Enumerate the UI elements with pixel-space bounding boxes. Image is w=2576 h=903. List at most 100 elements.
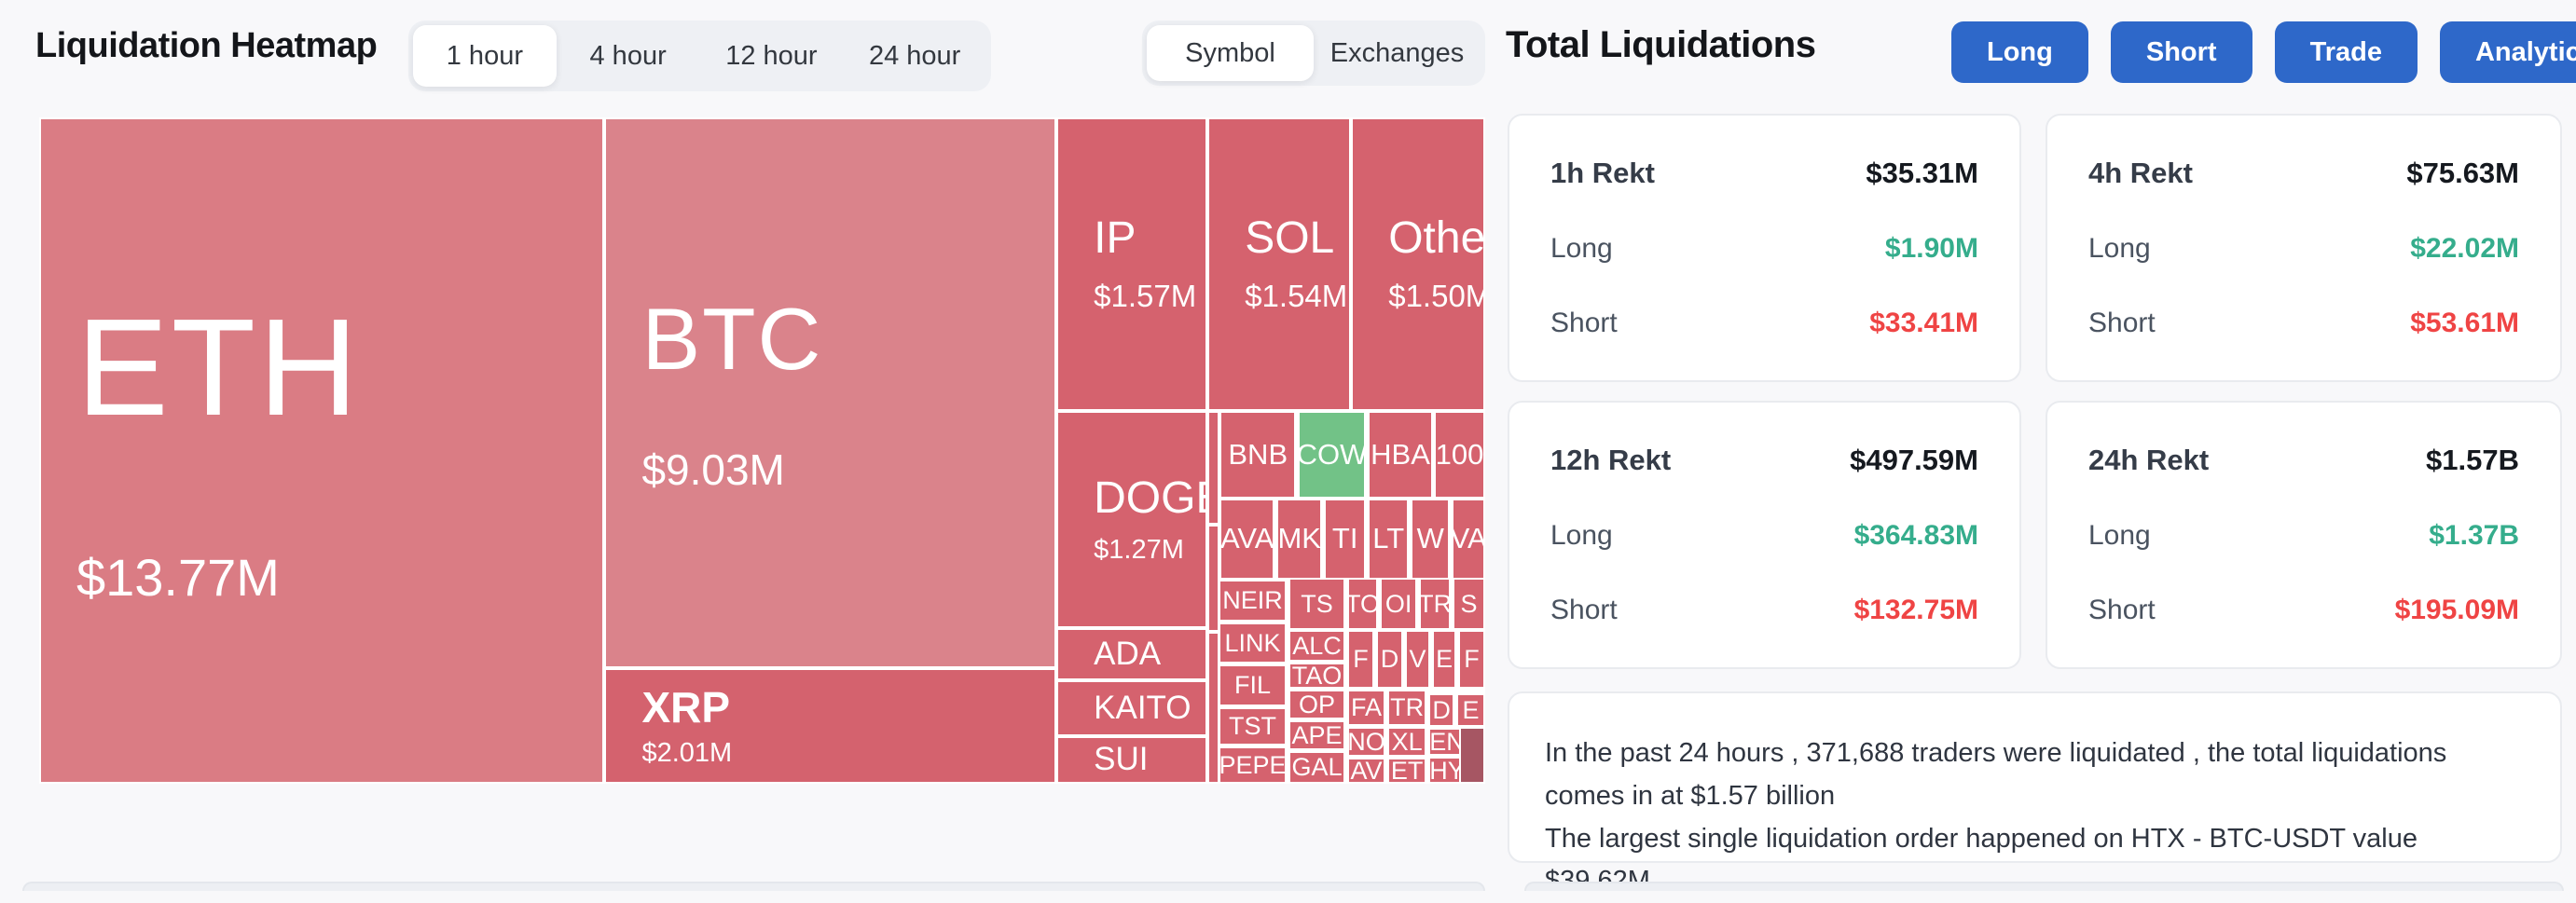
short-value: $33.41M: [1869, 308, 1978, 338]
cell-symbol: TST: [1229, 712, 1276, 741]
treemap-cell-sui[interactable]: SUI: [1056, 736, 1208, 784]
treemap-cell-kaito[interactable]: KAITO: [1056, 680, 1208, 737]
cell-symbol: LINK: [1224, 628, 1281, 657]
treemap-cell-f[interactable]: F: [1347, 629, 1375, 689]
treemap-cell-ts[interactable]: TS: [1288, 577, 1346, 630]
short-label: Short: [2088, 308, 2156, 338]
treemap-cell-ada[interactable]: ADA: [1056, 628, 1208, 681]
time-tab-4-hour[interactable]: 4 hour: [557, 25, 700, 87]
cell-symbol: NEIR: [1222, 586, 1283, 615]
cell-symbol: BTC: [641, 289, 823, 388]
short-label: Short: [2088, 595, 2156, 625]
treemap-cell-no[interactable]: NO: [1347, 727, 1385, 758]
treemap-cell-oi[interactable]: OI: [1380, 577, 1418, 630]
view-tab-symbol[interactable]: Symbol: [1147, 25, 1314, 81]
treemap-cell-e[interactable]: E: [1432, 629, 1457, 689]
treemap-cell-tr[interactable]: TR: [1387, 689, 1427, 726]
cell-symbol: W: [1416, 522, 1444, 555]
cell-symbol: ETH: [76, 291, 361, 445]
total-value: $35.31M: [1866, 157, 1978, 189]
treemap-cell-mk[interactable]: MK: [1276, 499, 1323, 580]
treemap-cell-alc[interactable]: ALC: [1288, 629, 1346, 662]
treemap-cell-unlabeled[interactable]: [1207, 524, 1220, 633]
treemap-cell-fa[interactable]: FA: [1347, 689, 1385, 726]
stats-card-12h-rekt: 12h Rekt $497.59M Long $364.83M Short $132.75…: [1508, 401, 2021, 669]
card-row: Short $132.75M: [1550, 595, 1978, 626]
treemap-cell-sol[interactable]: SOL $1.54M: [1207, 117, 1352, 412]
treemap-cell-lt[interactable]: LT: [1368, 499, 1410, 580]
cell-symbol: OP: [1299, 690, 1336, 718]
treemap-cell-bnb[interactable]: BNB: [1219, 411, 1297, 499]
treemap-cell-doge[interactable]: DOGE $1.27M: [1056, 411, 1208, 629]
short-value: $195.09M: [2394, 595, 2519, 625]
treemap-cell-s[interactable]: S: [1453, 577, 1485, 630]
short-value: $53.61M: [2410, 308, 2519, 338]
view-tab-exchanges[interactable]: Exchanges: [1314, 25, 1481, 81]
cell-symbol: F: [1464, 645, 1480, 674]
total-value: $1.57B: [2426, 444, 2519, 476]
short-button[interactable]: Short: [2110, 21, 2252, 83]
treemap-cell-f[interactable]: F: [1457, 629, 1485, 689]
treemap-cell-d[interactable]: D: [1376, 629, 1404, 689]
treemap-cell-xrp[interactable]: XRP $2.01M: [604, 667, 1057, 784]
treemap-cell-tr[interactable]: TR: [1419, 577, 1452, 630]
stats-card-1h-rekt: 1h Rekt $35.31M Long $1.90M Short $33.41M: [1508, 114, 2021, 382]
treemap-cell-d[interactable]: D: [1428, 693, 1455, 728]
short-label: Short: [1550, 308, 1618, 338]
treemap-cell-et[interactable]: ET: [1387, 758, 1427, 784]
cell-symbol: Others: [1388, 212, 1485, 263]
treemap-cell-eth[interactable]: ETH $13.77M: [39, 117, 605, 784]
treemap-cell-gal[interactable]: GAL: [1288, 750, 1346, 784]
summary-line-1: In the past 24 hours , 371,688 traders w…: [1545, 738, 2447, 811]
card-row: Short $195.09M: [2088, 595, 2519, 626]
treemap-cell-ape[interactable]: APE: [1288, 720, 1346, 751]
analytics-button[interactable]: Analytics: [2439, 21, 2576, 83]
time-tab-24-hour[interactable]: 24 hour: [843, 25, 986, 87]
trade-button[interactable]: Trade: [2274, 21, 2418, 83]
cell-symbol: TO: [1349, 589, 1379, 618]
time-tab-12-hour[interactable]: 12 hour: [700, 25, 844, 87]
cell-symbol: TR: [1419, 589, 1452, 618]
treemap-cell-100[interactable]: 100: [1433, 411, 1485, 499]
card-row: Long $1.90M: [1550, 233, 1978, 265]
treemap-cell-ava[interactable]: AVA: [1219, 499, 1275, 580]
treemap-cell-va[interactable]: VA: [1452, 499, 1485, 580]
treemap-cell-e[interactable]: E: [1455, 693, 1485, 728]
treemap-cell-neir[interactable]: NEIR: [1218, 579, 1288, 622]
time-range-tabs: 1 hour 4 hour 12 hour 24 hour: [408, 21, 991, 91]
treemap-cell-v[interactable]: V: [1405, 629, 1431, 689]
treemap-cell-btc[interactable]: BTC $9.03M: [604, 117, 1057, 668]
treemap-cell-ti[interactable]: TI: [1324, 499, 1367, 580]
cell-symbol: GAL: [1291, 753, 1343, 782]
time-tab-1-hour[interactable]: 1 hour: [413, 25, 557, 87]
treemap-cell-fil[interactable]: FIL: [1218, 664, 1288, 706]
cell-value: $9.03M: [641, 445, 785, 494]
treemap-cell-ip[interactable]: IP $1.57M: [1056, 117, 1208, 412]
treemap-cell-av[interactable]: AV: [1347, 758, 1385, 784]
treemap-cell-unlabeled[interactable]: [1207, 411, 1220, 525]
long-button[interactable]: Long: [1951, 21, 2088, 83]
treemap-cell-others[interactable]: Others $1.50M: [1351, 117, 1485, 412]
treemap-cell-tst[interactable]: TST: [1218, 706, 1288, 746]
treemap-cell-hba[interactable]: HBA: [1368, 411, 1433, 499]
long-label: Long: [2088, 233, 2151, 264]
treemap-cell-w[interactable]: W: [1411, 499, 1451, 580]
treemap-cell-link[interactable]: LINK: [1218, 622, 1288, 664]
cell-symbol: SUI: [1094, 741, 1149, 778]
cell-symbol: ALC: [1292, 631, 1342, 660]
treemap-cell-cow[interactable]: COW: [1297, 411, 1367, 499]
treemap-cell-tao[interactable]: TAO: [1288, 663, 1346, 690]
long-value: $364.83M: [1853, 520, 1978, 551]
treemap-cell-op[interactable]: OP: [1288, 689, 1346, 719]
period-label: 12h Rekt: [1550, 444, 1672, 476]
cell-symbol: TR: [1390, 693, 1425, 722]
treemap-cell-unlabeled[interactable]: [1458, 727, 1485, 784]
cell-symbol: D: [1432, 696, 1451, 725]
rekt-stats-cards: 1h Rekt $35.31M Long $1.90M Short $33.41M 4h R…: [1508, 114, 2562, 669]
cell-symbol: E: [1436, 645, 1453, 674]
cell-symbol: HBA: [1371, 437, 1430, 471]
treemap-cell-pepe[interactable]: PEPE: [1218, 746, 1288, 784]
treemap-cell-xl[interactable]: XL: [1387, 727, 1427, 758]
period-label: 24h Rekt: [2088, 444, 2210, 476]
treemap-cell-to[interactable]: TO: [1347, 577, 1379, 630]
